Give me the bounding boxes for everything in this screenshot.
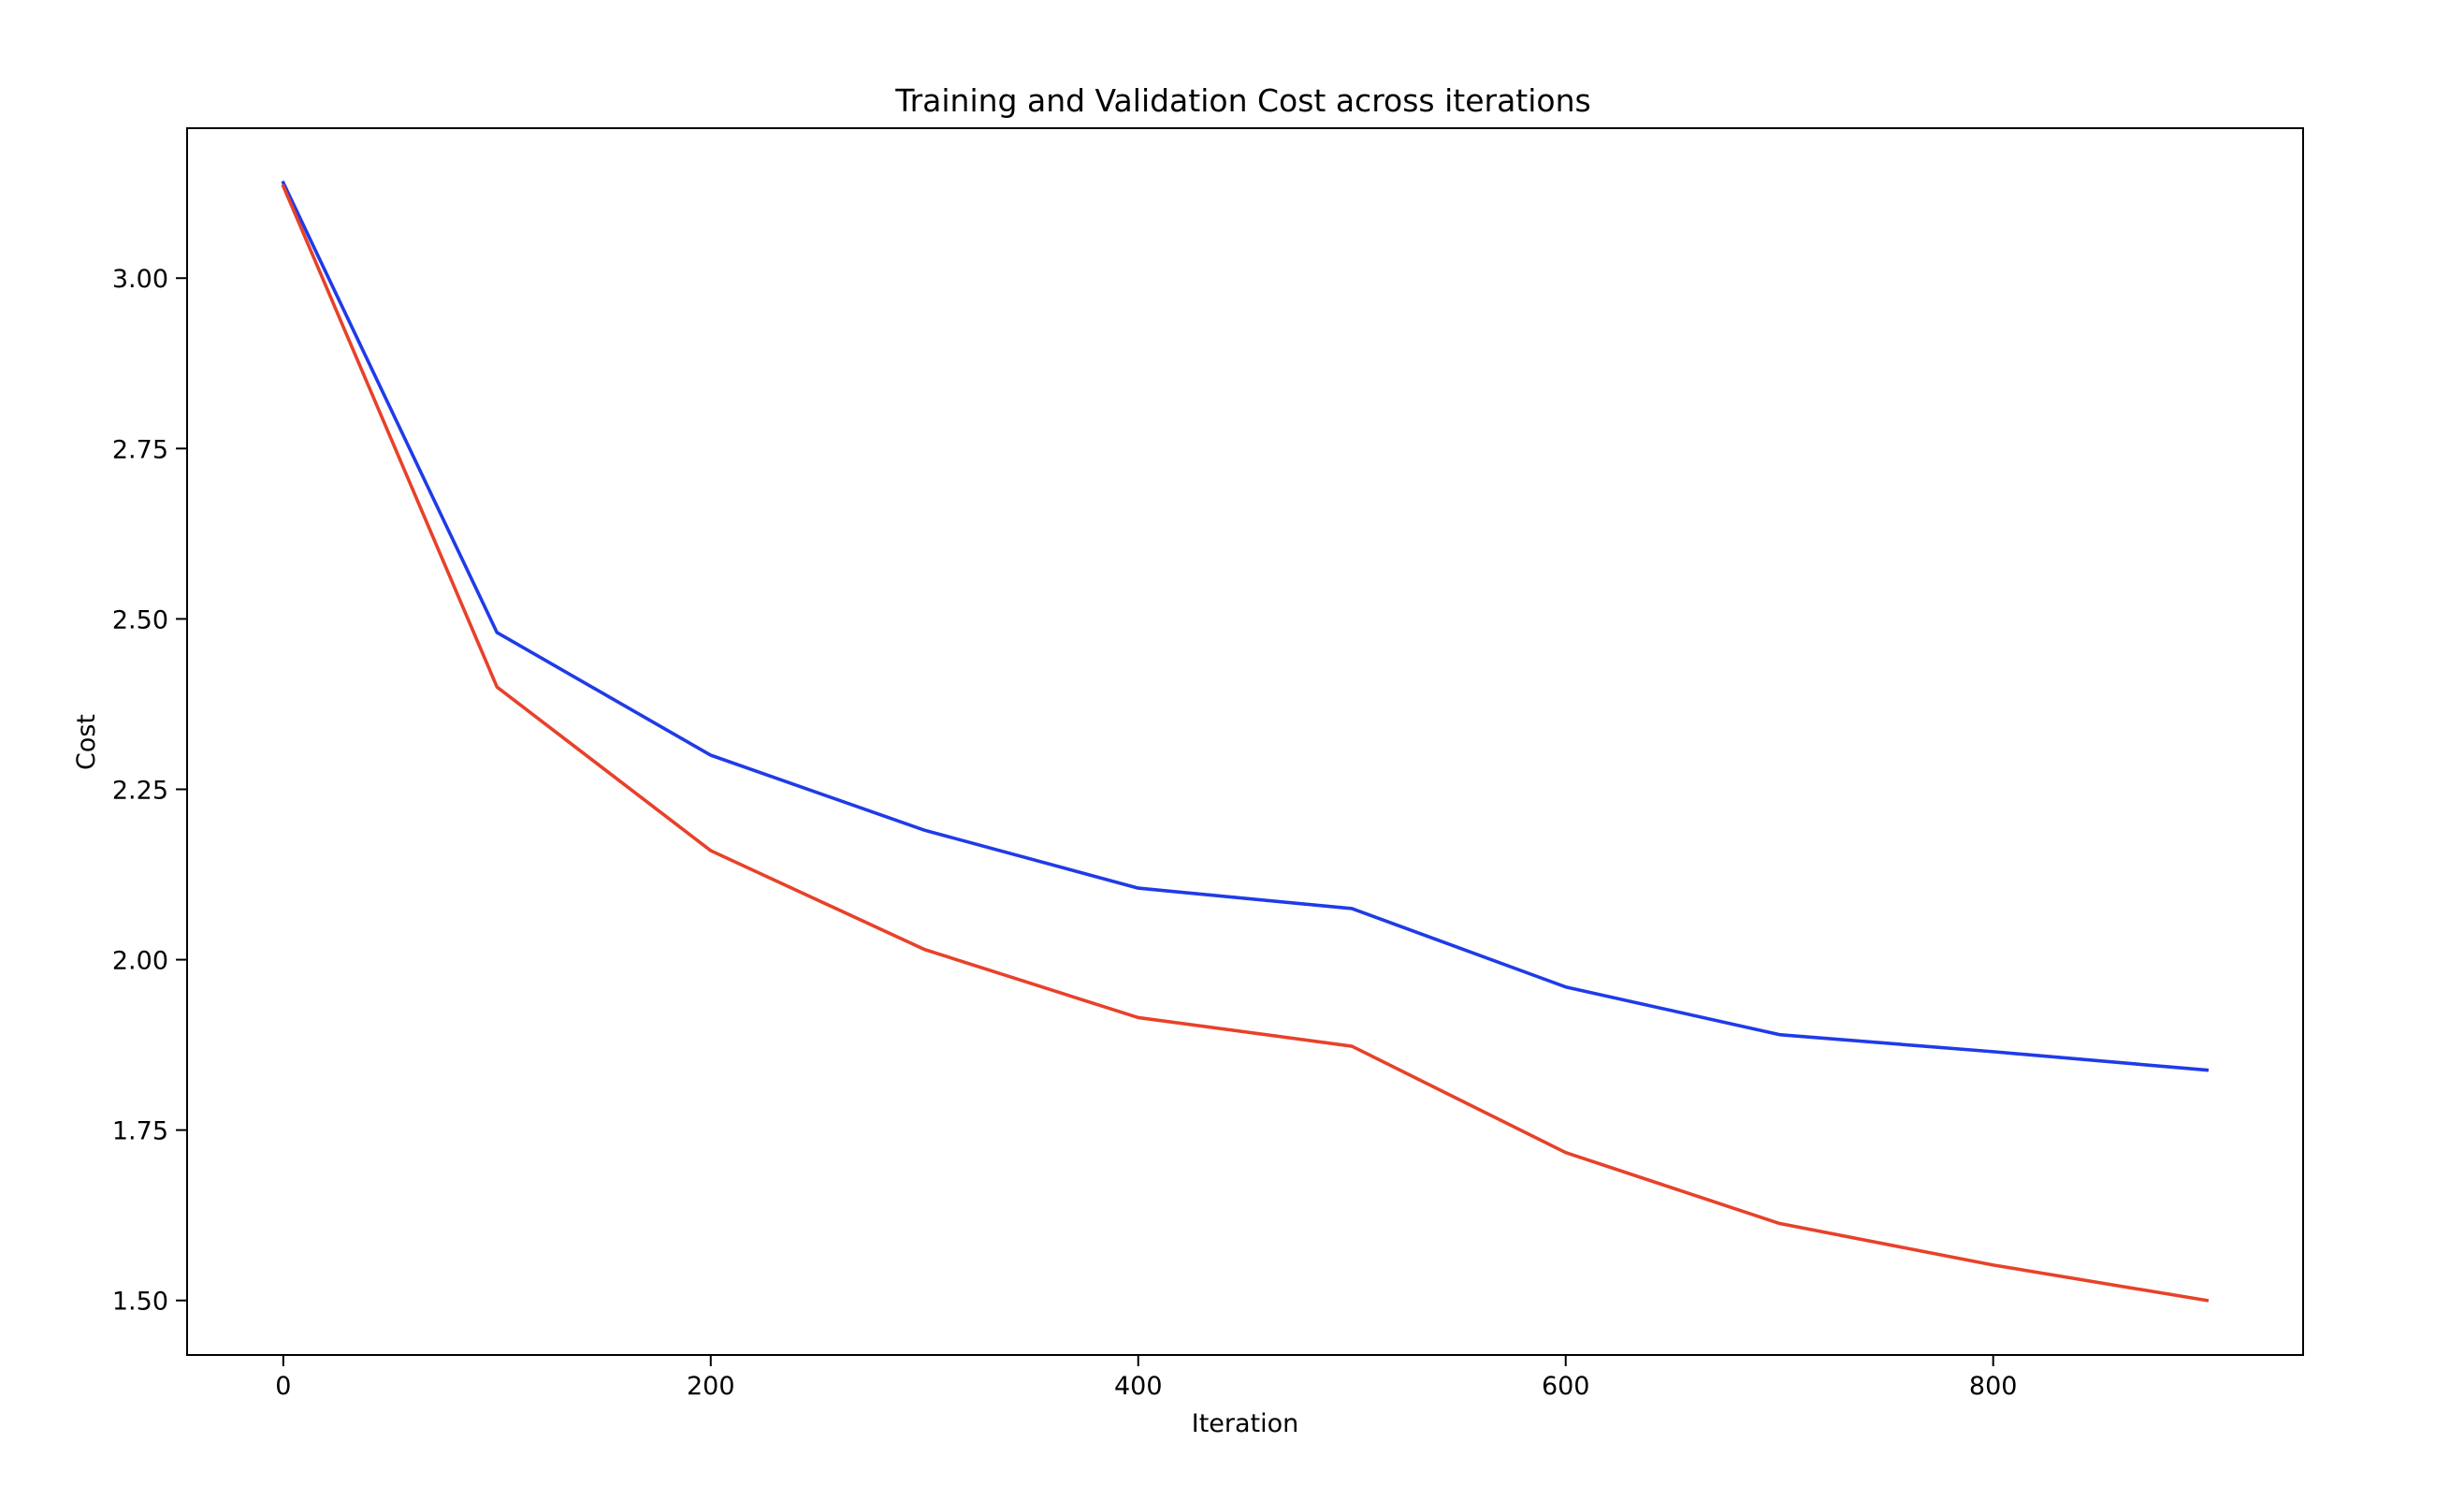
y-tick-label: 2.50: [112, 605, 168, 634]
y-tick-label: 1.50: [112, 1288, 168, 1317]
x-tick-label: 800: [1969, 1372, 2018, 1401]
y-tick-label: 2.00: [112, 947, 168, 976]
series-2-line: [281, 183, 2210, 1303]
x-tick-label: 0: [275, 1372, 291, 1401]
x-tick-label: 200: [687, 1372, 735, 1401]
y-axis-label: Cost: [72, 714, 101, 770]
y-tick-label: 1.75: [112, 1117, 168, 1146]
chart-title: Training and Validation Cost across iter…: [894, 82, 1590, 119]
x-axis-label: Iteration: [1192, 1409, 1299, 1438]
x-axis: 0 200 400 600 800: [275, 1355, 2017, 1401]
plot-lines: [281, 180, 2210, 1303]
y-tick-label: 2.25: [112, 776, 168, 805]
x-tick-label: 400: [1114, 1372, 1163, 1401]
y-axis: 1.50 1.75 2.00 2.25 2.50 2.75 3.00: [112, 265, 187, 1317]
plot-area-frame: [186, 127, 2304, 1356]
x-tick-label: 600: [1542, 1372, 1590, 1401]
series-1-line: [281, 180, 2210, 1072]
y-tick-label: 3.00: [112, 265, 168, 294]
y-tick-label: 2.75: [112, 435, 168, 464]
